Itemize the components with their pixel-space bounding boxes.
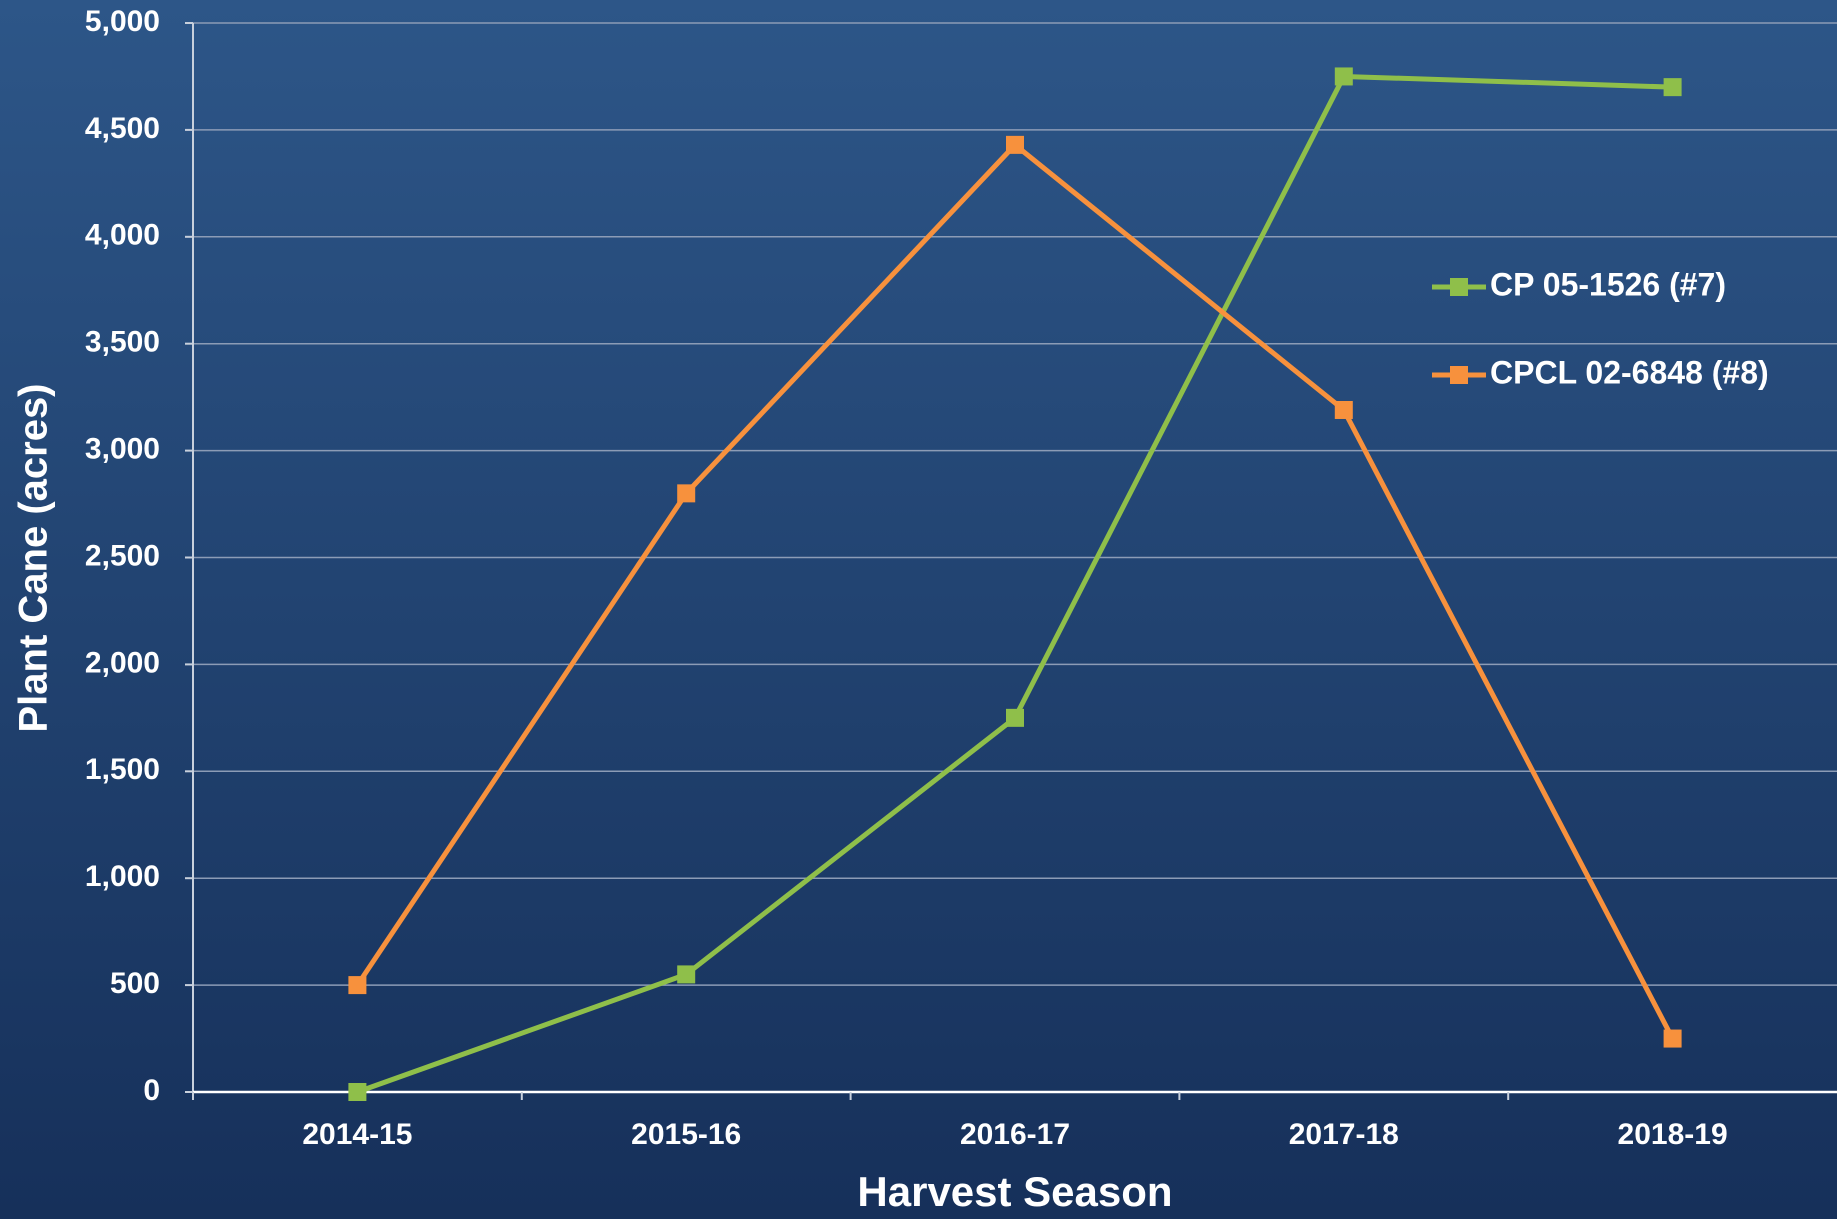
y-tick-label: 3,000 xyxy=(85,433,160,466)
data-point xyxy=(348,1083,367,1101)
y-tick-label: 4,000 xyxy=(85,219,160,252)
data-point xyxy=(348,976,367,995)
legend-marker xyxy=(1450,278,1468,296)
y-tick-label: 500 xyxy=(110,967,160,1000)
y-tick-label: 1,000 xyxy=(85,860,160,893)
y-tick-label: 0 xyxy=(143,1074,160,1107)
x-tick-label: 2016-17 xyxy=(960,1118,1070,1151)
legend-marker xyxy=(1450,366,1468,384)
y-tick-label: 2,000 xyxy=(85,646,160,679)
data-point xyxy=(1334,67,1353,86)
y-tick-label: 5,000 xyxy=(85,5,160,38)
y-axis-title: Plant Cane (acres) xyxy=(12,383,56,732)
data-point xyxy=(1663,1029,1682,1048)
data-point xyxy=(677,484,696,503)
data-point xyxy=(1334,400,1353,419)
data-point xyxy=(1006,135,1024,154)
data-point xyxy=(1663,78,1682,97)
data-point xyxy=(677,965,696,984)
legend-label: CP 05-1526 (#7) xyxy=(1490,266,1726,302)
x-tick-label: 2018-19 xyxy=(1618,1118,1728,1151)
y-tick-label: 3,500 xyxy=(85,326,160,359)
x-axis-title: Harvest Season xyxy=(857,1168,1172,1215)
y-tick-label: 2,500 xyxy=(85,539,160,572)
x-tick-label: 2014-15 xyxy=(302,1118,412,1151)
x-tick-label: 2015-16 xyxy=(631,1118,741,1151)
y-tick-label: 1,500 xyxy=(85,753,160,786)
data-point xyxy=(1006,708,1024,727)
x-tick-label: 2017-18 xyxy=(1289,1118,1399,1151)
legend-label: CPCL 02-6848 (#8) xyxy=(1490,354,1769,390)
y-tick-label: 4,500 xyxy=(85,112,160,145)
